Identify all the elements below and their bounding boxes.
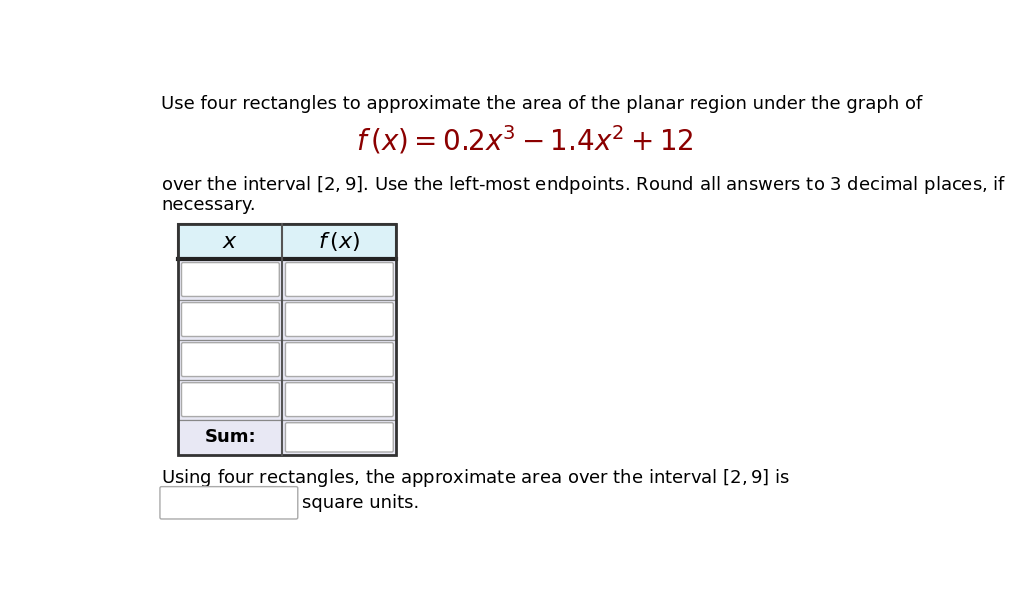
Text: $f\,(x)$: $f\,(x)$: [319, 230, 361, 253]
Text: Sum:: Sum:: [205, 428, 256, 447]
FancyBboxPatch shape: [285, 302, 394, 336]
Bar: [178, 259, 397, 299]
Bar: [178, 419, 397, 455]
FancyBboxPatch shape: [181, 302, 279, 336]
FancyBboxPatch shape: [285, 262, 394, 296]
FancyBboxPatch shape: [181, 342, 279, 376]
FancyBboxPatch shape: [285, 423, 394, 452]
Bar: [178, 224, 397, 259]
Text: square units.: square units.: [302, 494, 419, 512]
Text: over the interval $[2, 9]$. Use the left-most endpoints. Round all answers to 3 : over the interval $[2, 9]$. Use the left…: [162, 174, 1007, 196]
Text: $f\,(x) = 0.2x^3 - 1.4x^2 + 12$: $f\,(x) = 0.2x^3 - 1.4x^2 + 12$: [356, 124, 694, 157]
FancyBboxPatch shape: [285, 342, 394, 376]
Bar: [178, 299, 397, 339]
FancyBboxPatch shape: [181, 262, 279, 296]
Text: Use four rectangles to approximate the area of the planar region under the graph: Use four rectangles to approximate the a…: [162, 95, 922, 113]
Bar: [178, 224, 397, 455]
Text: necessary.: necessary.: [162, 195, 256, 214]
Bar: [178, 379, 397, 419]
Bar: [178, 339, 397, 379]
FancyBboxPatch shape: [160, 487, 298, 519]
FancyBboxPatch shape: [181, 383, 279, 416]
Text: $x$: $x$: [222, 231, 239, 253]
Text: Using four rectangles, the approximate area over the interval $[2, 9]$ is: Using four rectangles, the approximate a…: [162, 467, 790, 488]
FancyBboxPatch shape: [285, 383, 394, 416]
